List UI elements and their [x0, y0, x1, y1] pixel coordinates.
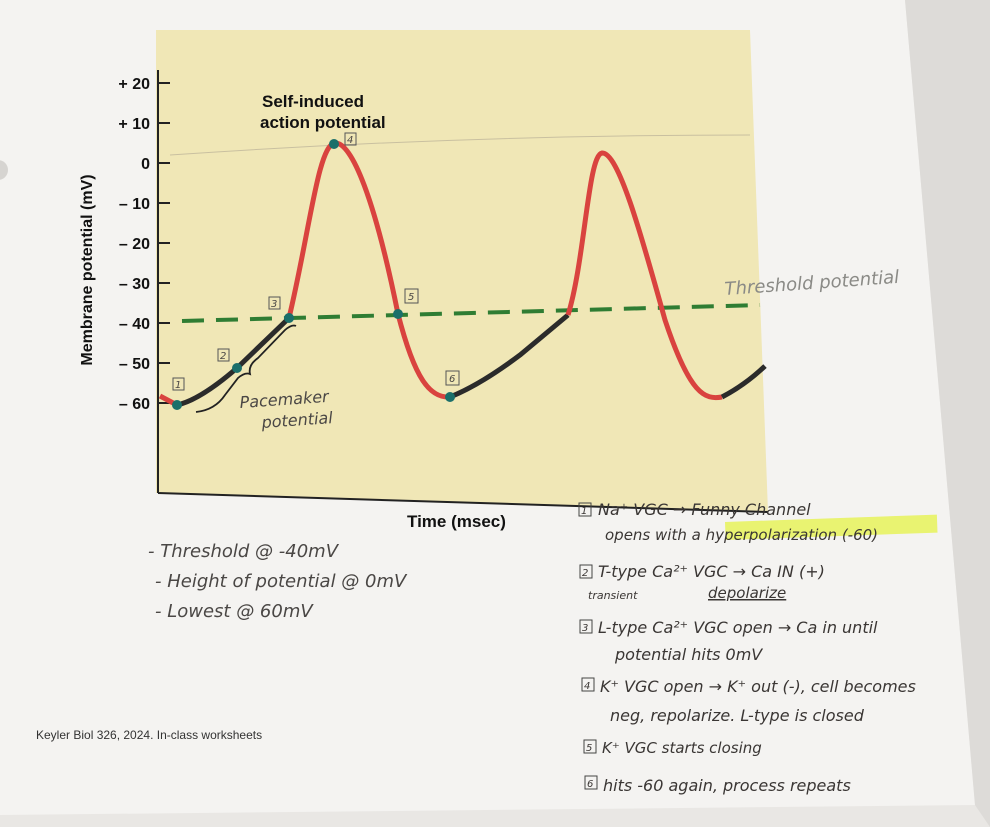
x-axis — [157, 492, 769, 513]
note-3: 3 L-type Ca²⁺ VGC open → Ca in until pot… — [579, 618, 878, 664]
svg-text:1: 1 — [175, 380, 181, 391]
svg-text:1: 1 — [581, 506, 587, 517]
svg-text:3: 3 — [582, 623, 588, 634]
pacemaker-brace — [195, 324, 297, 413]
note-height: - Height of potential @ 0mV — [155, 571, 408, 592]
x-axis-label: Time (msec) — [407, 512, 506, 531]
marker-box-3: 3 — [268, 296, 281, 310]
y-tick-label: – 40 — [119, 316, 150, 333]
svg-text:5: 5 — [408, 292, 414, 303]
svg-text:5: 5 — [586, 743, 592, 754]
trace-action-potential-2 — [565, 150, 723, 401]
svg-text:K⁺ VGC open → K⁺ out (-), cell: K⁺ VGC open → K⁺ out (-), cell becomes — [600, 677, 916, 696]
note-4: 4 K⁺ VGC open → K⁺ out (-), cell becomes… — [581, 677, 916, 725]
note-lowest: - Lowest @ 60mV — [155, 601, 314, 622]
marker-box-5: 5 — [404, 288, 419, 304]
svg-text:2: 2 — [220, 351, 226, 362]
punch-hole — [0, 160, 8, 180]
note-2: 2 T-type Ca²⁺ VGC → Ca IN (+) transient … — [579, 562, 825, 602]
y-tick-label: – 20 — [119, 236, 150, 253]
note-6: 6 hits -60 again, process repeats — [584, 775, 851, 795]
svg-text:potential hits 0mV: potential hits 0mV — [614, 645, 763, 664]
y-tick-group: + 20 + 10 0 – 10 – 20 – 30 – 40 – 50 – 60 — [118, 76, 170, 413]
marker-box-6: 6 — [445, 370, 460, 386]
svg-text:T-type Ca²⁺ VGC → Ca IN (+): T-type Ca²⁺ VGC → Ca IN (+) — [598, 562, 825, 581]
y-tick-label: – 50 — [119, 356, 150, 373]
marker-dot-1 — [172, 400, 182, 410]
y-tick-label: 0 — [141, 156, 150, 173]
svg-text:transient: transient — [588, 589, 638, 602]
marker-dot-5 — [393, 309, 403, 319]
note-threshold: - Threshold @ -40mV — [148, 541, 340, 562]
y-tick-label: – 30 — [119, 276, 150, 293]
svg-text:opens with a hyperpolarization: opens with a hyperpolarization (-60) — [605, 526, 878, 544]
svg-text:6: 6 — [449, 374, 455, 385]
marker-box-2: 2 — [217, 348, 230, 362]
svg-text:4: 4 — [584, 681, 590, 692]
marker-box-4: 4 — [344, 132, 357, 146]
y-axis-label: Membrane potential (mV) — [79, 174, 96, 365]
trace-action-potential-1 — [286, 140, 451, 400]
paper-shadow — [905, 0, 990, 827]
svg-text:neg, repolarize. L-type is clo: neg, repolarize. L-type is closed — [610, 706, 865, 725]
note-5: 5 K⁺ VGC starts closing — [583, 739, 762, 757]
svg-text:4: 4 — [347, 135, 353, 146]
fold-line — [169, 134, 751, 156]
marker-box-1: 1 — [172, 377, 185, 391]
marker-dot-3 — [284, 313, 294, 323]
trace-pacemaker-3 — [720, 364, 767, 400]
svg-text:L-type Ca²⁺ VGC open → Ca in u: L-type Ca²⁺ VGC open → Ca in until — [598, 618, 878, 637]
svg-text:3: 3 — [271, 299, 277, 310]
y-tick-label: – 10 — [119, 196, 150, 213]
svg-text:K⁺ VGC starts closing: K⁺ VGC starts closing — [602, 739, 762, 757]
marker-dot-2 — [232, 363, 242, 373]
marker-dot-6 — [445, 392, 455, 402]
highlight-hyperpolarization — [725, 514, 938, 540]
marker-dot-4 — [329, 139, 339, 149]
svg-text:hits -60 again, process repeat: hits -60 again, process repeats — [603, 776, 851, 795]
y-tick-label: + 10 — [118, 116, 150, 133]
chart-panel — [156, 30, 768, 512]
marker-dots — [172, 139, 455, 410]
svg-text:6: 6 — [587, 779, 593, 790]
svg-text:2: 2 — [582, 568, 588, 579]
y-tick-label: + 20 — [118, 76, 150, 93]
trace-pacemaker-2 — [449, 313, 570, 400]
svg-text:Na⁺ VGC → Funny Channel: Na⁺ VGC → Funny Channel — [598, 500, 811, 519]
figure-title-line2: action potential — [260, 113, 386, 132]
note-1: 1 Na⁺ VGC → Funny Channel opens with a h… — [578, 500, 878, 544]
svg-text:depolarize: depolarize — [708, 584, 786, 602]
y-tick-label: – 60 — [119, 396, 150, 413]
figure-title-line1: Self-induced — [262, 92, 364, 111]
credit-line: Keyler Biol 326, 2024. In-class workshee… — [36, 728, 262, 742]
